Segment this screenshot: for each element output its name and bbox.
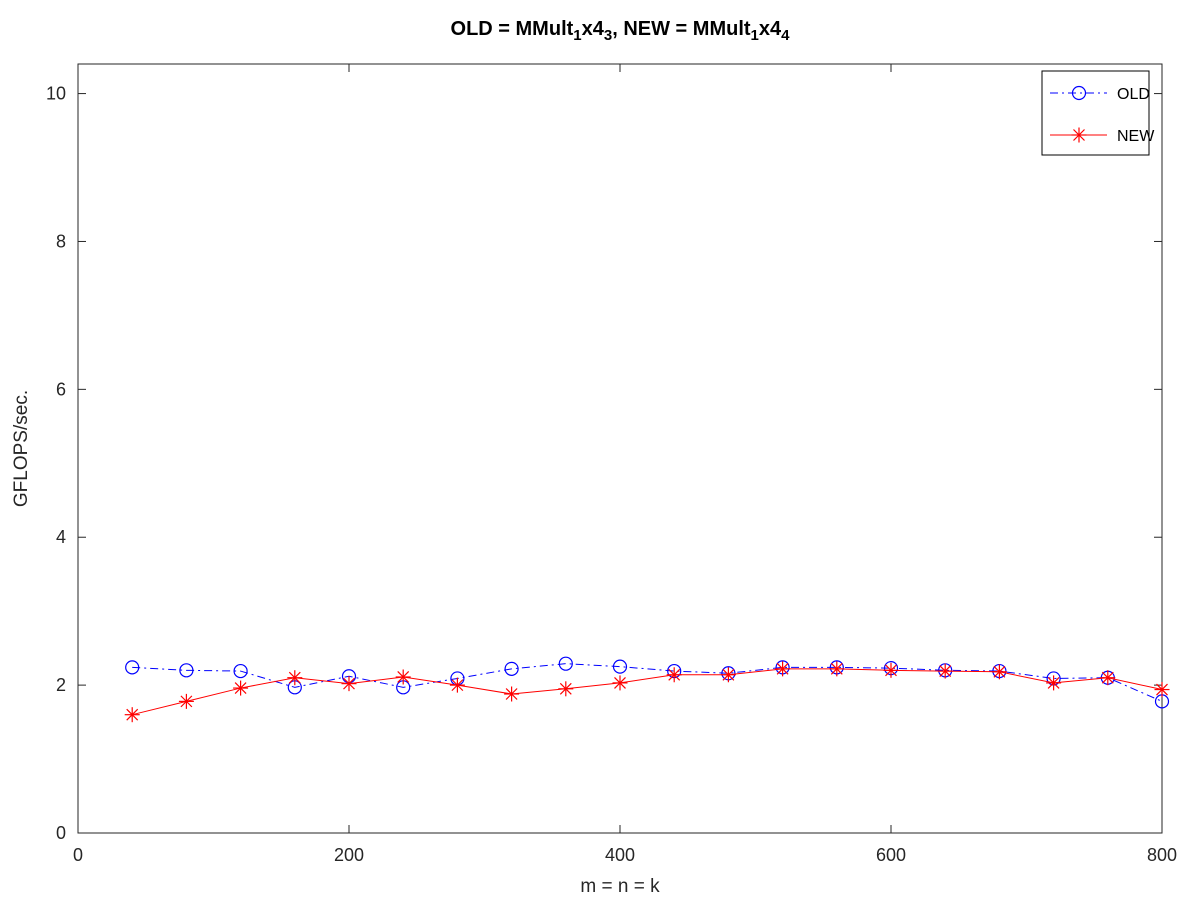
x-tick-label: 600 [876,845,906,865]
data-point-asterisk [883,662,899,678]
data-point-asterisk [1154,682,1170,698]
axes: 0 200 400 600 800 0 2 4 6 8 10 [46,63,1177,865]
legend-entry-new: NEW [1050,127,1155,145]
plot-area [124,656,1170,723]
data-point-asterisk [449,677,465,693]
y-axis-label: GFLOPS/sec. [11,390,32,507]
data-point-circle [233,663,248,679]
data-point-asterisk [124,707,140,723]
data-point-asterisk [395,669,411,685]
data-point-asterisk [178,693,194,709]
data-point-asterisk [991,664,1007,680]
data-point-asterisk [1100,670,1116,686]
data-point-asterisk [937,663,953,679]
data-point-circle [125,660,140,675]
y-tick-label: 0 [56,823,66,843]
x-axis-label: m = n = k [580,876,660,897]
series-line-new [132,668,1163,716]
data-point-asterisk [558,681,574,697]
x-tick-label: 0 [73,845,83,865]
y-tick-label: 6 [56,379,66,399]
data-point-asterisk [341,676,357,692]
data-point-asterisk [504,686,520,702]
legend-label: NEW [1117,128,1155,145]
legend-entry-old: OLD [1050,85,1150,103]
y-tick-label: 10 [46,84,66,104]
y-tick-label: 8 [56,231,66,251]
x-tick-label: 800 [1147,845,1177,865]
y-tick-label: 2 [56,675,66,695]
data-point-asterisk [666,667,682,683]
data-point-asterisk [775,661,791,677]
data-point-asterisk [612,675,628,691]
legend-box [1041,70,1150,156]
x-tick-label: 400 [605,845,635,865]
data-point-circle [612,659,628,674]
data-point-asterisk [287,670,303,686]
data-point-circle [179,663,194,678]
legend-label: OLD [1117,86,1150,103]
data-point-asterisk [1071,127,1087,143]
data-point-asterisk [233,680,249,696]
data-point-circle [1071,85,1087,101]
series-new [124,661,1170,723]
series-line-old [132,663,1163,702]
data-point-asterisk [829,661,845,677]
data-point-asterisk [720,667,736,683]
y-tick-label: 4 [56,527,66,547]
data-point-circle [558,656,573,671]
x-tick-label: 200 [334,845,364,865]
data-point-circle [504,661,519,676]
data-point-asterisk [1046,675,1062,691]
chart-title: OLD = MMult1x43, NEW = MMult1x44 [451,18,791,44]
legend: OLD NEW [1041,70,1155,156]
